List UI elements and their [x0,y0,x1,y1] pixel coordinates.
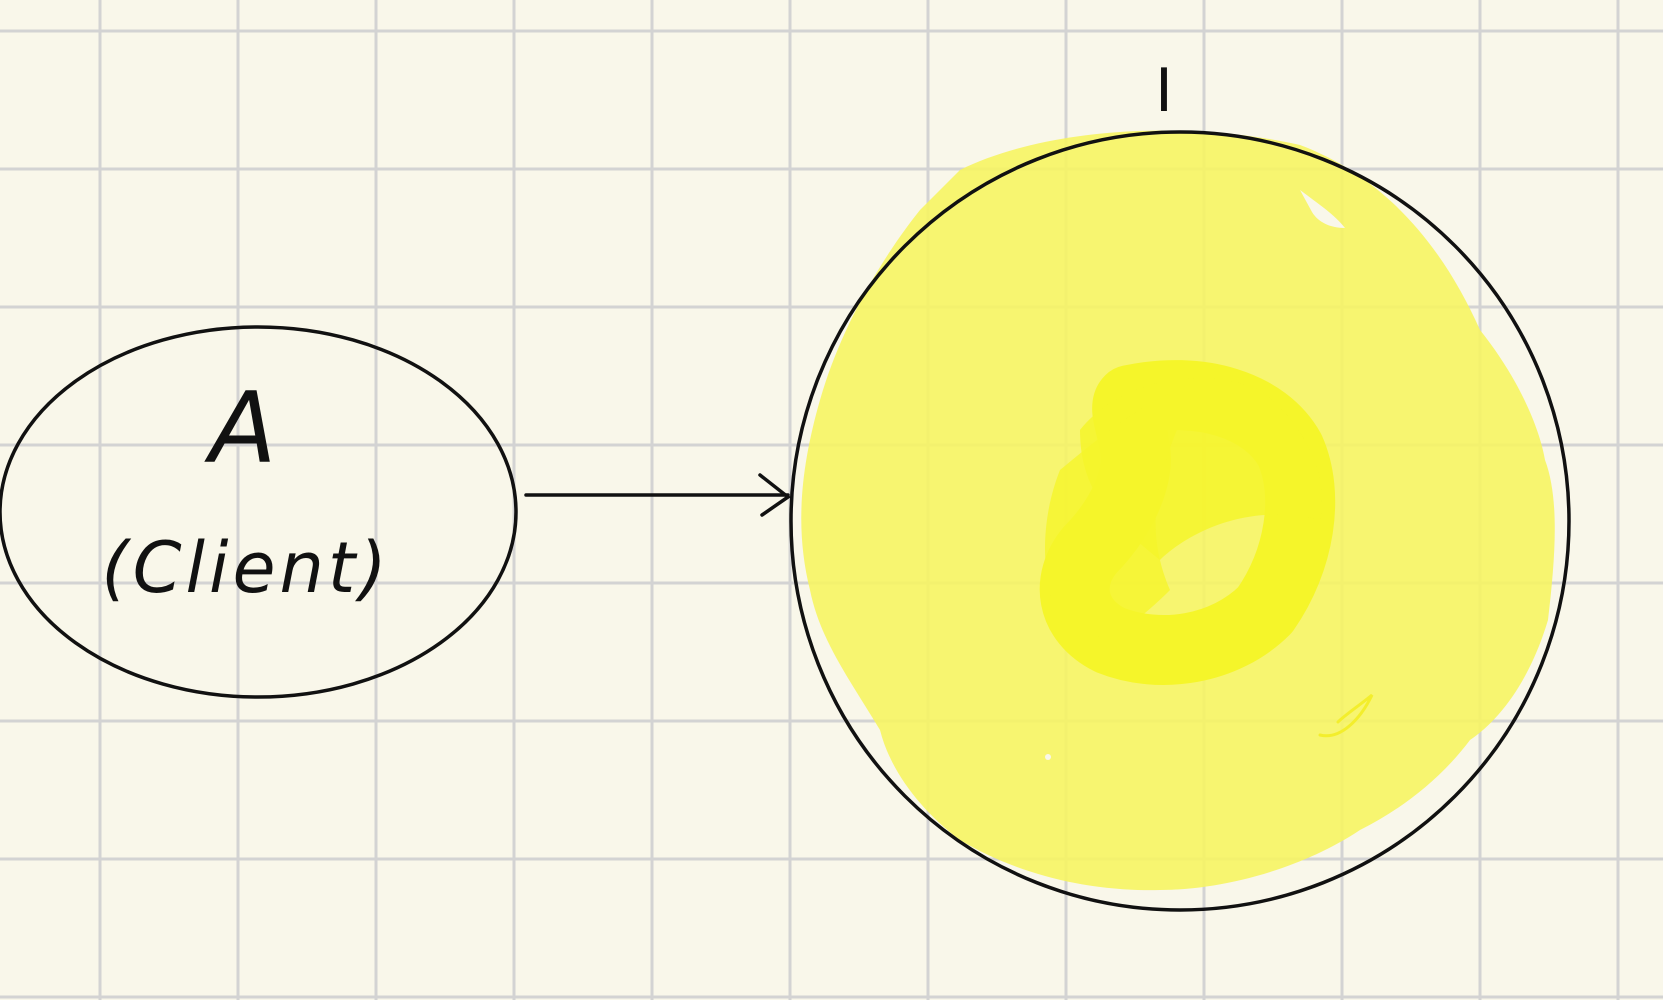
client-node-ellipse [0,325,518,699]
highlight-fill [801,130,1555,891]
target-node-circle [789,130,1571,912]
highlight-gap-dot [1045,754,1051,760]
client-role-label: (Client) [101,527,390,609]
client-letter-label: A [203,372,276,486]
client-to-target-arrow [524,473,791,517]
target-letter-label: I [1155,56,1173,126]
highlight-inner-left [1045,380,1200,637]
highlight-gap-top [1300,190,1345,228]
arrow-head [758,473,791,517]
highlight-scribble-mark [1318,693,1374,738]
